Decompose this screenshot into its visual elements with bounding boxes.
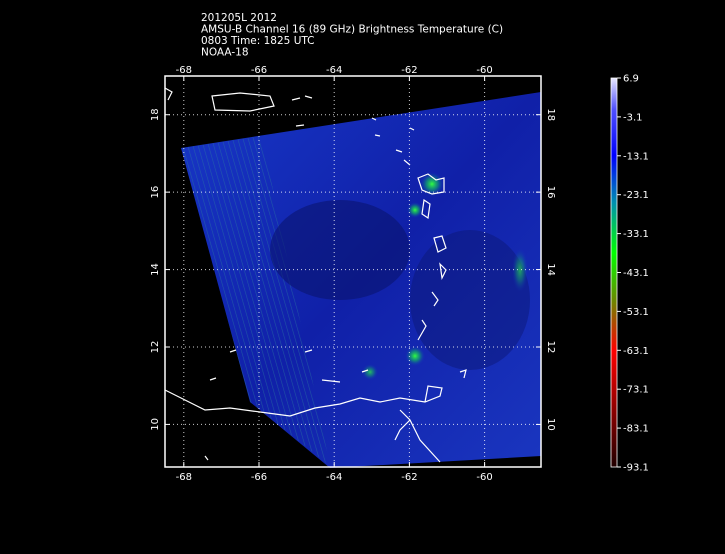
colorbar-label: -83.1 [623, 424, 649, 435]
lat-label: 12 [150, 341, 161, 354]
lon-label: -64 [326, 65, 342, 76]
lat-label: 14 [545, 263, 556, 276]
coastline [211, 92, 275, 112]
coastline [164, 87, 173, 101]
colorbar-label: -53.1 [623, 307, 649, 318]
lat-label: 16 [150, 186, 161, 199]
header-line: 201205L 2012 [201, 12, 277, 24]
lat-label: 10 [150, 418, 161, 431]
lon-label: -66 [251, 472, 267, 483]
lat-label: 18 [150, 108, 161, 121]
colorbar [610, 77, 618, 468]
cloud [410, 230, 530, 370]
coastline [291, 95, 313, 127]
lon-label: -66 [251, 65, 267, 76]
lon-label: -68 [176, 65, 192, 76]
map-frame [164, 75, 542, 468]
header-line: 0803 Time: 1825 UTC [201, 35, 315, 47]
lat-label: 14 [150, 263, 161, 276]
lon-label: -62 [401, 65, 417, 76]
lon-label: -68 [176, 472, 192, 483]
colorbar-label: -13.1 [623, 151, 649, 162]
cloud-core [407, 202, 423, 218]
colorbar-label: -23.1 [623, 190, 649, 201]
coastlines [164, 87, 467, 463]
lat-label: 16 [545, 186, 556, 199]
colorbar-label: -33.1 [623, 229, 649, 240]
coastline [417, 319, 467, 379]
coastline [417, 173, 445, 195]
coastline [421, 198, 447, 307]
lat-label: 18 [545, 108, 556, 121]
colorbar-label: -63.1 [623, 346, 649, 357]
cloud-core [405, 346, 425, 366]
cloud-core [420, 172, 444, 196]
cloud-core [512, 248, 528, 292]
coastline [164, 385, 443, 463]
colorbar-label: -43.1 [623, 268, 649, 279]
lon-label: -60 [476, 472, 492, 483]
lon-label: -62 [401, 472, 417, 483]
swath-edge [181, 136, 330, 466]
cloud-core [362, 364, 378, 380]
coastline [204, 349, 369, 461]
lat-label: 12 [545, 341, 556, 354]
colorbar-label: -73.1 [623, 385, 649, 396]
header-line: NOAA-18 [201, 47, 249, 59]
colorbar-label: -3.1 [623, 112, 643, 123]
header-line: AMSU-B Channel 16 (89 GHz) Brightness Te… [201, 24, 503, 36]
colorbar-ticks: 6.9 -3.1 -13.1 -23.1 -33.1 -43.1 -53.1 -63.1 -73… [617, 74, 649, 474]
lon-label: -64 [326, 472, 342, 483]
coastline [371, 117, 415, 166]
cloud [270, 200, 410, 300]
lon-label: -60 [476, 65, 492, 76]
colorbar-label: 6.9 [623, 74, 639, 85]
colorbar-label: -93.1 [623, 463, 649, 474]
axes: -68 -68 -66 -66 -64 -64 -62 -62 -60 -60 10 10 12 12 14… [150, 65, 556, 483]
imagery [181, 92, 541, 468]
lat-label: 10 [545, 418, 556, 431]
